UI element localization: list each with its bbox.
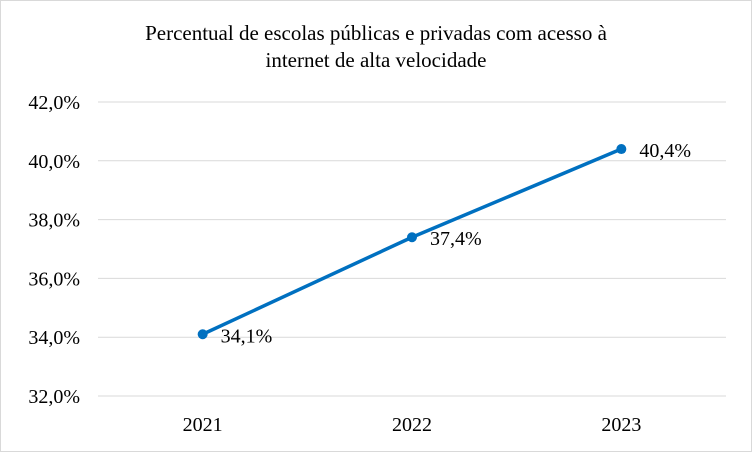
chart-title-line-1: Percentual de escolas públicas e privada… [145,21,607,45]
chart-title: Percentual de escolas públicas e privada… [0,20,752,74]
y-tick-label: 38,0% [28,210,80,232]
data-label: 37,4% [430,228,482,250]
y-tick-label: 34,0% [28,327,80,349]
x-tick-label: 2021 [183,414,223,436]
data-point [616,144,627,155]
x-tick-label: 2022 [392,414,432,436]
data-label: 34,1% [221,325,273,347]
chart-title-line-2: internet de alta velocidade [265,48,487,72]
data-point [197,329,208,340]
data-point [407,232,417,243]
data-label: 40,4% [639,140,691,162]
x-tick-label: 2023 [601,414,641,436]
y-tick-label: 42,0% [28,92,80,114]
y-tick-label: 40,0% [28,151,80,173]
y-tick-label: 32,0% [28,386,80,408]
y-tick-label: 36,0% [28,268,80,290]
